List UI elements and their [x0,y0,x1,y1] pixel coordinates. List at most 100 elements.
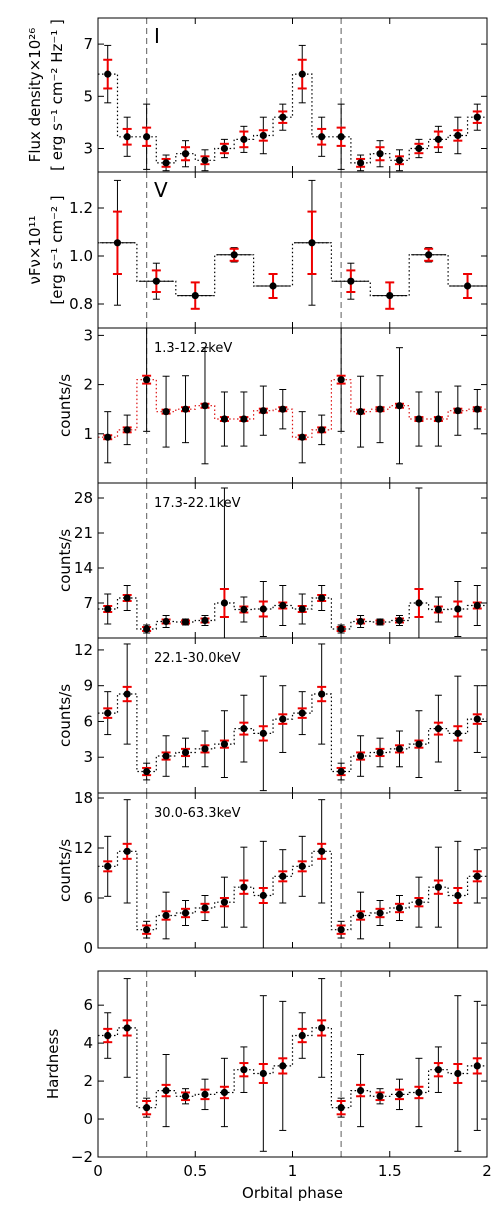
data-point [336,328,346,432]
data-marker [356,159,365,167]
data-marker [347,277,355,285]
plot-area [98,638,487,793]
data-point [122,116,132,157]
data-point [278,103,288,131]
data-point [255,273,291,299]
data-point [142,762,152,781]
data-marker [434,605,442,614]
data-point [375,375,385,444]
data-point [200,149,210,172]
data-marker [376,909,384,917]
data-marker [415,599,423,607]
data-point [142,103,152,170]
data-marker [395,156,404,164]
data-point [200,895,210,921]
data-point [181,140,191,168]
data-point [103,691,113,736]
data-point [414,710,424,778]
data-point [142,624,152,634]
data-point [258,581,268,637]
data-point [122,799,132,904]
data-marker [376,1092,384,1100]
y-tick-label: 6 [83,889,93,907]
data-point [414,487,424,638]
data-marker [279,872,287,880]
data-point [317,978,327,1078]
data-point [239,391,249,447]
data-marker [434,725,442,733]
data-marker [123,847,131,855]
y-tick-label: 0 [83,1110,93,1128]
data-marker [191,292,199,300]
data-point [375,900,385,926]
x-tick-label: 0.5 [183,1162,207,1180]
data-point [414,138,424,159]
data-marker [337,926,345,934]
data-marker [123,1024,131,1032]
y-tick-label: 0.8 [69,295,93,313]
data-marker [240,605,248,614]
data-point [472,389,482,430]
data-point [219,710,229,778]
data-point [356,615,366,628]
panel-label: 1.3-12.2keV [154,341,232,356]
data-point [219,876,229,928]
data-point [333,262,369,300]
data-marker [415,740,423,748]
data-marker [104,605,112,613]
data-marker [181,909,190,917]
data-marker [356,752,365,760]
data-point [122,414,132,446]
data-point [161,615,171,628]
panel-label: 17.3-22.1keV [154,496,241,511]
data-marker [395,402,404,410]
data-marker [123,426,131,434]
data-point [472,849,482,904]
data-point [375,737,385,768]
data-point [375,140,385,168]
y-axis-label: counts/s [56,839,74,902]
data-marker [104,70,112,78]
data-marker [259,891,267,900]
data-point [239,694,249,763]
data-marker [240,725,248,733]
data-marker [279,113,287,121]
data-point [138,262,174,300]
data-point [453,385,463,436]
data-point [161,375,171,448]
data-marker [473,715,481,723]
data-point [103,411,113,464]
data-point [317,585,327,611]
data-marker [356,617,365,626]
data-point [356,154,366,172]
data-marker [318,847,326,855]
panel-label: 22.1-30.0keV [154,651,241,666]
x-tick-label: 2 [482,1162,492,1180]
data-marker [201,156,209,164]
data-marker [269,282,277,290]
data-point [258,840,268,948]
data-point [472,1000,482,1131]
data-marker [337,767,345,776]
data-point [161,891,171,940]
data-marker [143,376,151,384]
data-marker [162,617,170,626]
data-point [450,273,486,299]
data-point [181,900,191,926]
data-marker [201,402,209,410]
data-marker [240,1066,248,1074]
data-marker [473,1062,481,1070]
data-marker [473,872,481,880]
x-tick-label: 0 [93,1162,103,1180]
data-marker [201,1090,209,1098]
data-marker [162,408,170,416]
data-marker [454,891,462,900]
data-point [433,694,443,763]
data-point [356,735,366,777]
y-tick-label: 1 [83,425,93,443]
data-point [394,149,404,172]
data-point [317,643,327,745]
data-marker [162,159,170,167]
data-marker [230,251,238,259]
